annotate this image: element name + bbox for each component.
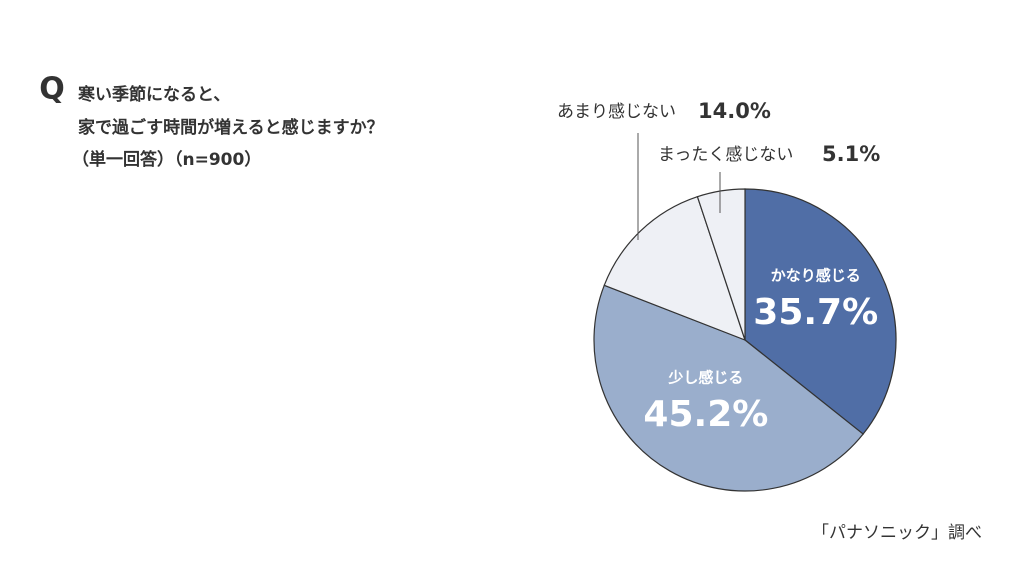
slice-category-label: かなり感じる [771, 266, 861, 284]
pie-slice [696, 188, 746, 341]
slice-category-label: まったく感じない [658, 145, 793, 165]
pie-slice [593, 284, 864, 492]
slice-category-label: 少し感じる [667, 369, 743, 387]
slice-value-label: 35.7% [753, 292, 878, 333]
subtitle: （単一回答）（n=900） [72, 149, 261, 170]
pie-slice [603, 195, 746, 342]
slice-category-label: あまり感じない [557, 102, 676, 122]
slice-value-label: 14.0% [698, 99, 771, 123]
source: 「パナソニック」調べ [812, 523, 982, 543]
pie-slice [744, 188, 897, 435]
slice-value-label: 45.2% [643, 394, 768, 435]
chart-title-line: 家で過ごす時間が増えると感じますか？ [78, 117, 384, 138]
q-marker: Q [39, 72, 65, 107]
slice-value-label: 5.1% [822, 142, 880, 166]
chart-title-line: 寒い季節になると、 [78, 84, 230, 105]
